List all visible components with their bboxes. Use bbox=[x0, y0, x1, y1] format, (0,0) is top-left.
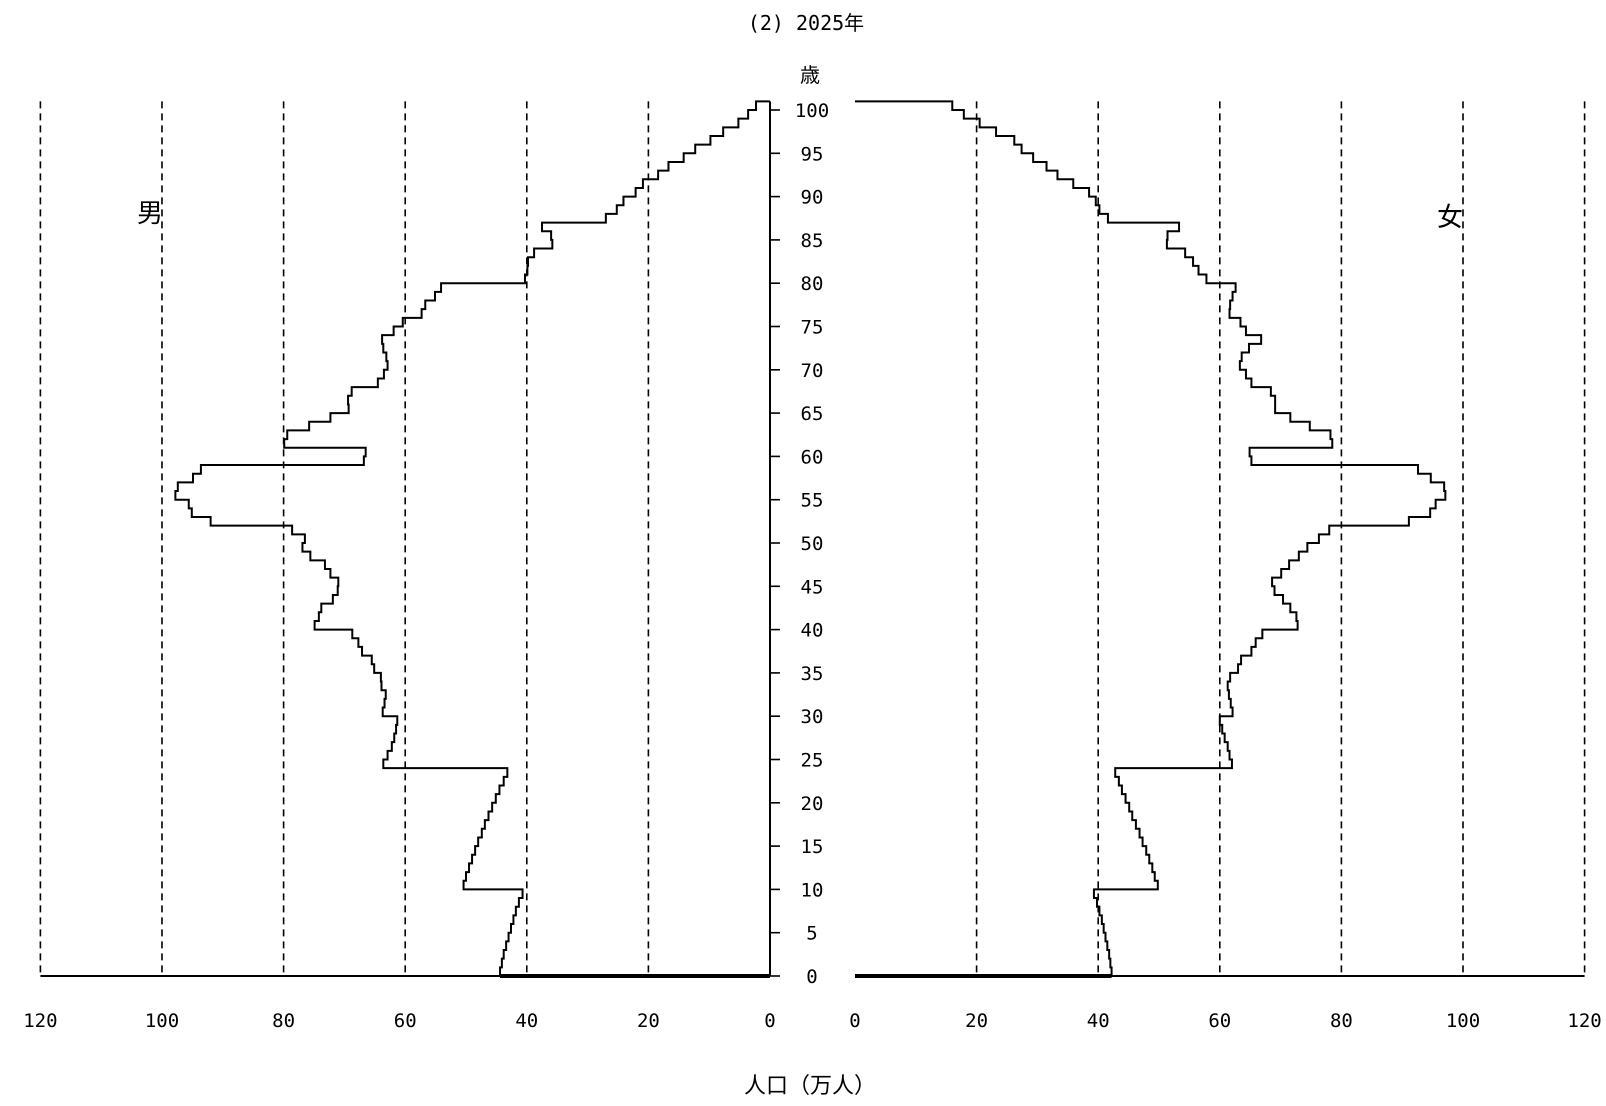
age-tick-label-15: 15 bbox=[801, 836, 824, 858]
age-unit-label: 歳 bbox=[800, 63, 820, 87]
age-tick-label-75: 75 bbox=[801, 317, 824, 339]
female-x-tick-label-0: 0 bbox=[849, 1010, 860, 1032]
age-tick-label-80: 80 bbox=[801, 273, 824, 295]
age-tick-label-90: 90 bbox=[801, 187, 824, 209]
female-x-tick-label-60: 60 bbox=[1208, 1010, 1231, 1032]
age-tick-label-30: 30 bbox=[801, 706, 824, 728]
age-tick-label-0: 0 bbox=[806, 966, 817, 988]
female-x-tick-label-40: 40 bbox=[1087, 1010, 1110, 1032]
series-outlines bbox=[174, 100, 1447, 978]
chart-title: (2) 2025年 bbox=[748, 11, 864, 35]
age-tick-label-25: 25 bbox=[801, 750, 824, 772]
age-tick-label-5: 5 bbox=[806, 923, 817, 945]
age-tick-label-45: 45 bbox=[801, 576, 824, 598]
male-x-tick-label-40: 40 bbox=[515, 1010, 538, 1032]
male-x-tick-label-60: 60 bbox=[394, 1010, 417, 1032]
tick-labels: 0 5 10 15 20 25 30 35 40 45 50 55 60 65 70 75 80 85 90 95 10… bbox=[23, 100, 1602, 1032]
female-x-tick-label-80: 80 bbox=[1330, 1010, 1353, 1032]
gridlines bbox=[39, 101, 1586, 976]
age-tick-label-40: 40 bbox=[801, 620, 824, 642]
age-tick-label-55: 55 bbox=[801, 490, 824, 512]
age-tick-label-85: 85 bbox=[801, 230, 824, 252]
female-x-tick-label-120: 120 bbox=[1567, 1010, 1601, 1032]
female-x-tick-label-100: 100 bbox=[1446, 1010, 1480, 1032]
age-tick-label-10: 10 bbox=[801, 879, 824, 901]
male-x-tick-label-0: 0 bbox=[764, 1010, 775, 1032]
age-tick-label-20: 20 bbox=[801, 793, 824, 815]
female-label: 女 bbox=[1437, 203, 1463, 233]
x-axis-title: 人口（万人） bbox=[744, 1074, 876, 1099]
age-tick-label-100: 100 bbox=[795, 100, 829, 122]
male-x-tick-label-80: 80 bbox=[272, 1010, 295, 1032]
male-x-tick-label-120: 120 bbox=[23, 1010, 57, 1032]
age-tick-label-35: 35 bbox=[801, 663, 824, 685]
male-label: 男 bbox=[137, 199, 163, 229]
age-tick-label-60: 60 bbox=[801, 446, 824, 468]
male-x-tick-label-20: 20 bbox=[637, 1010, 660, 1032]
age-tick-label-95: 95 bbox=[801, 143, 824, 165]
female-population-outline bbox=[855, 100, 1447, 977]
age-tick-label-65: 65 bbox=[801, 403, 824, 425]
age-tick-label-50: 50 bbox=[801, 533, 824, 555]
male-population-outline bbox=[174, 100, 770, 977]
age-tick-label-70: 70 bbox=[801, 360, 824, 382]
male-x-tick-label-100: 100 bbox=[145, 1010, 179, 1032]
female-x-tick-label-20: 20 bbox=[965, 1010, 988, 1032]
